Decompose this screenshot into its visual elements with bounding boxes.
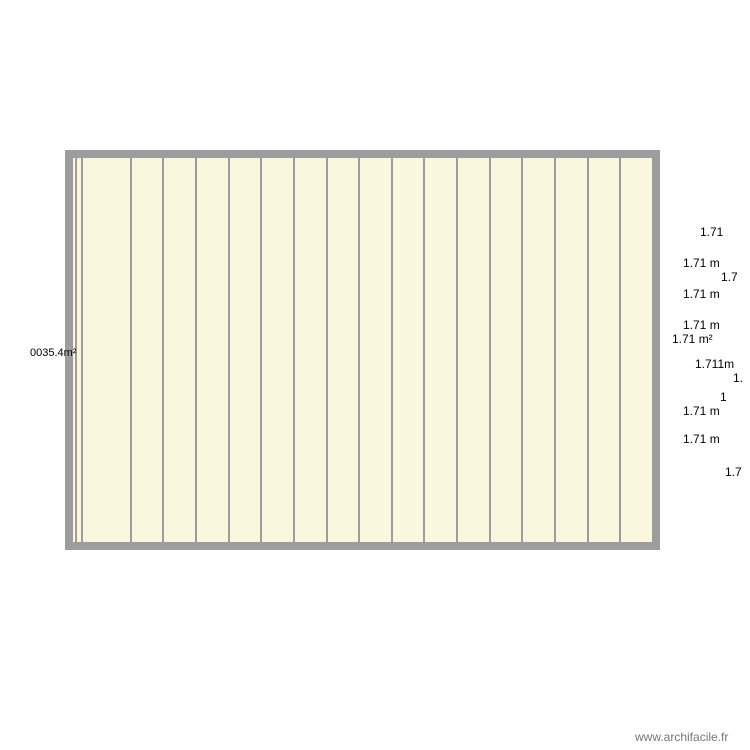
room-interior [73, 158, 652, 542]
floor-slat [391, 158, 424, 542]
floor-slat [489, 158, 522, 542]
dimension-label: 1.711m [695, 357, 734, 371]
floor-slat [423, 158, 456, 542]
narrow-slat [79, 158, 83, 542]
floor-slat [97, 158, 130, 542]
dimension-label: 1.71 m² [672, 332, 713, 346]
floor-slat [619, 158, 652, 542]
floorplan-canvas: 0035.4m² www.archifacile.fr 1.711.71 m1.… [0, 0, 750, 750]
watermark: www.archifacile.fr [635, 730, 728, 744]
floor-slat [554, 158, 587, 542]
floor-slat [326, 158, 359, 542]
dimension-label: 1.71 [700, 225, 723, 239]
dimension-label: 1.7 [725, 465, 742, 479]
dimension-label: 1.71 m [683, 318, 720, 332]
floor-slat [162, 158, 195, 542]
room-area-label: 0035.4m² [30, 347, 76, 359]
dimension-label: 1 [720, 390, 727, 404]
floor-slat [260, 158, 293, 542]
floor-slat [456, 158, 489, 542]
dimension-label: 1.7 [721, 270, 738, 284]
dimension-label: 1.71 m [683, 256, 720, 270]
floor-slat [293, 158, 326, 542]
dimension-label: 1.71 m [683, 432, 720, 446]
floor-slat [358, 158, 391, 542]
floor-slat [587, 158, 620, 542]
dimension-label: 1.71 m [683, 287, 720, 301]
floor-slat [130, 158, 163, 542]
floor-slat [521, 158, 554, 542]
floor-slat [228, 158, 261, 542]
dimension-label: 1. [733, 371, 743, 385]
dimension-label: 1.71 m [683, 404, 720, 418]
floor-slat [195, 158, 228, 542]
